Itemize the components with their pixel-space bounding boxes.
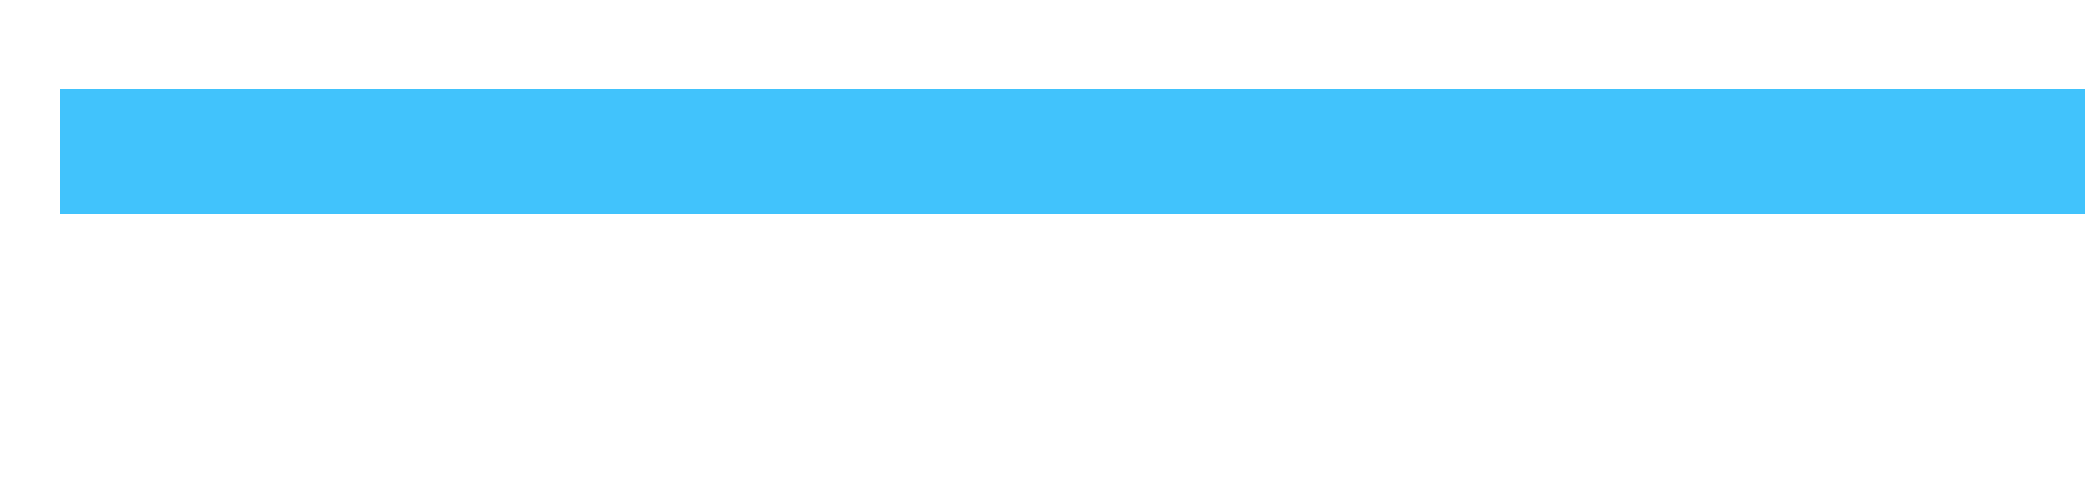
horizontal-bar <box>60 89 2085 214</box>
